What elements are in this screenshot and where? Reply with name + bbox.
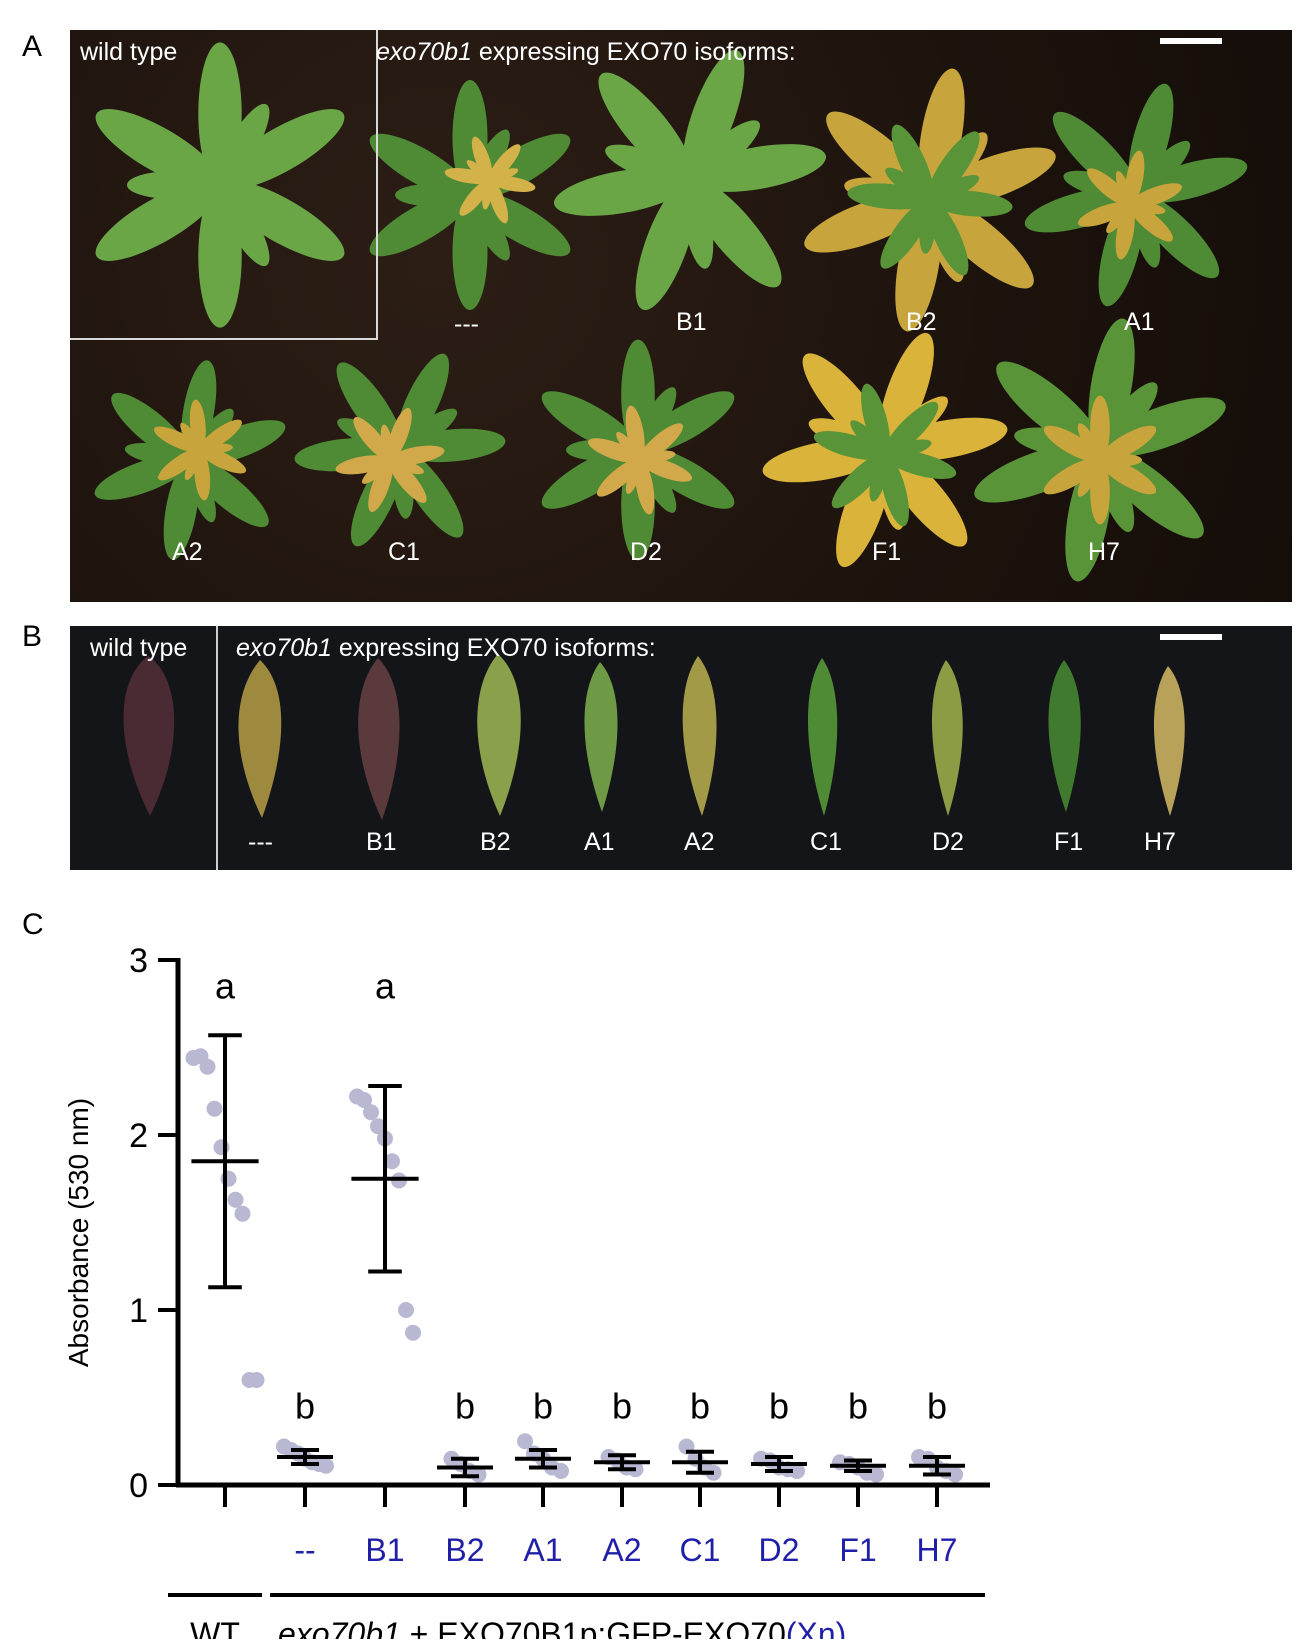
data-point xyxy=(206,1100,223,1117)
panel-c-letter: C xyxy=(22,908,44,941)
leaf-label: B2 xyxy=(480,828,511,856)
plant-label: A1 xyxy=(1124,308,1155,336)
data-point xyxy=(370,1118,386,1135)
significance-letter: b xyxy=(533,1385,553,1426)
significance-letter: b xyxy=(612,1385,632,1426)
wild-type-divider xyxy=(216,626,218,870)
significance-letter: b xyxy=(295,1385,315,1426)
y-tick-label: 1 xyxy=(129,1292,148,1330)
scale-bar xyxy=(1160,634,1222,640)
data-point xyxy=(947,1466,963,1483)
absorbance-chart: 0 1 2 3 Absorbance (530 nm) -- B1 B2 A1 A2 C1 D2 F1 H… xyxy=(0,900,1100,1644)
plant-label: F1 xyxy=(872,538,902,566)
data-point xyxy=(248,1372,265,1388)
leaf-illustrations xyxy=(123,654,1185,820)
panel-b-header: exo70b1 expressing EXO70 isoforms: xyxy=(236,634,656,663)
wild-type-label: wild type xyxy=(90,634,188,662)
x-tick-label: D2 xyxy=(759,1532,800,1568)
data-point xyxy=(405,1324,421,1341)
leaf-photo: wild type exo70b1 expressing EXO70 isofo… xyxy=(70,626,1292,870)
wt-group-label: WT xyxy=(190,1616,240,1639)
x-tick-label: F1 xyxy=(839,1532,876,1568)
x-tick-label: A1 xyxy=(523,1532,562,1568)
panel-a-header: exo70b1 expressing EXO70 isoforms: xyxy=(376,38,796,67)
leaf-label: B1 xyxy=(366,828,397,856)
data-point xyxy=(517,1433,533,1450)
data-point xyxy=(220,1170,237,1187)
data-point xyxy=(318,1457,334,1474)
isoform-placeholder: (Xn) xyxy=(786,1616,846,1639)
data-point xyxy=(789,1463,805,1479)
scale-bar xyxy=(1160,38,1222,44)
data-point xyxy=(213,1139,230,1156)
data-point xyxy=(553,1463,569,1479)
leaf-label: A2 xyxy=(684,828,715,856)
data-point xyxy=(234,1205,251,1222)
y-tick-label: 0 xyxy=(129,1467,148,1505)
leaf-label: F1 xyxy=(1054,828,1084,856)
x-tick-label: H7 xyxy=(917,1532,958,1568)
significance-letter: b xyxy=(927,1385,947,1426)
significance-letter: b xyxy=(690,1385,710,1426)
data-point xyxy=(356,1092,372,1108)
header-rest: expressing EXO70 isoforms: xyxy=(471,38,796,66)
leaf-label: A1 xyxy=(584,828,615,856)
data-point xyxy=(868,1466,884,1483)
leaf-label: D2 xyxy=(932,828,964,856)
significance-letter: b xyxy=(848,1385,868,1426)
significance-letter: b xyxy=(455,1385,475,1426)
genotype-italic: exo70b1 xyxy=(278,1616,401,1639)
wild-type-inset-frame xyxy=(70,30,378,340)
plant-label: --- xyxy=(454,310,479,338)
panel-b-letter: B xyxy=(22,620,43,653)
x-tick-label: A2 xyxy=(602,1532,641,1568)
plant-label: D2 xyxy=(630,538,662,566)
data-point xyxy=(227,1191,244,1208)
exo-group-label: exo70b1 + EXO70B1p:GFP-EXO70(Xn) xyxy=(278,1616,846,1639)
y-tick-label: 3 xyxy=(129,942,148,980)
data-point xyxy=(199,1058,216,1075)
plant-label: H7 xyxy=(1088,538,1120,566)
chart-svg: 0 1 2 3 Absorbance (530 nm) -- B1 B2 A1 A2 C1 D2 F1 H… xyxy=(63,942,990,1644)
construct-label: + EXO70B1p:GFP-EXO70 xyxy=(401,1616,786,1639)
genotype-italic: exo70b1 xyxy=(376,38,472,66)
data-point xyxy=(363,1104,379,1121)
header-rest: expressing EXO70 isoforms: xyxy=(331,634,656,662)
significance-letter: b xyxy=(769,1385,789,1426)
plant-label: C1 xyxy=(388,538,420,566)
x-tick-label: B2 xyxy=(445,1532,484,1568)
x-tick-label: B1 xyxy=(365,1532,404,1568)
panel-a-letter: A xyxy=(22,30,43,63)
data-point xyxy=(384,1153,400,1170)
plant-label: B2 xyxy=(906,308,937,336)
plant-rosette-photo: wild type exo70b1 expressing EXO70 isofo… xyxy=(70,30,1292,602)
leaf-label: C1 xyxy=(810,828,842,856)
x-tick-label: -- xyxy=(294,1532,315,1568)
leaf-label: --- xyxy=(248,828,273,856)
significance-letter: a xyxy=(375,965,396,1006)
y-axis-label: Absorbance (530 nm) xyxy=(63,1098,94,1367)
y-tick-label: 2 xyxy=(129,1117,148,1155)
significance-letter: a xyxy=(215,965,236,1006)
data-point xyxy=(398,1302,414,1318)
plant-label: B1 xyxy=(676,308,707,336)
plant-label: A2 xyxy=(172,538,203,566)
genotype-italic: exo70b1 xyxy=(236,634,332,662)
wild-type-label: wild type xyxy=(80,38,178,66)
leaf-label: H7 xyxy=(1144,828,1176,856)
x-tick-label: C1 xyxy=(680,1532,721,1568)
